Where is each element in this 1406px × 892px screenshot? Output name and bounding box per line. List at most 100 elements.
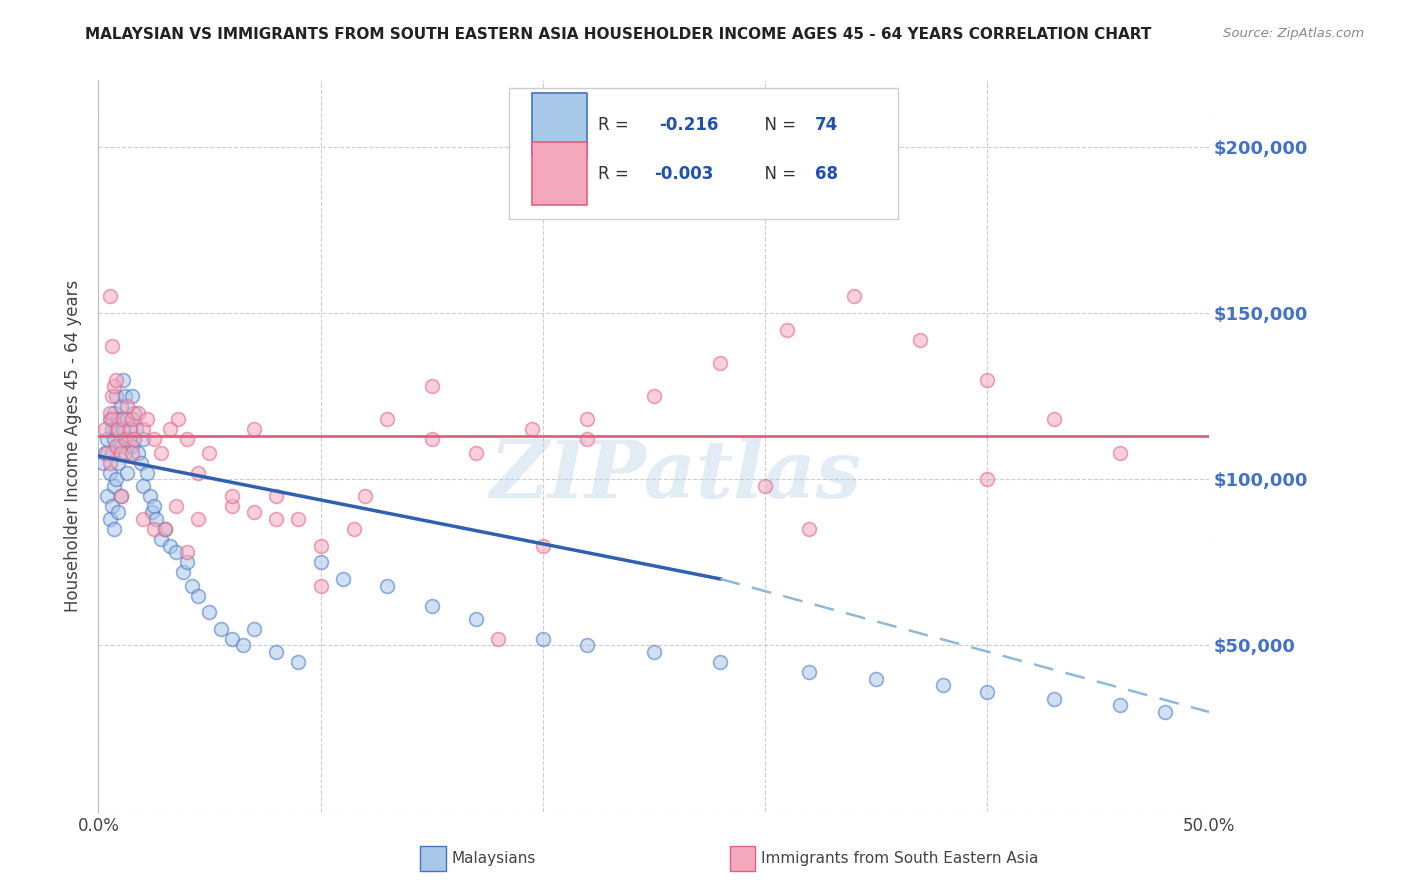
Point [159, 422, 181, 436]
Point [94, 422, 117, 436]
Point [107, 456, 129, 470]
Point [153, 522, 176, 536]
Point [976, 685, 998, 699]
Point [103, 522, 125, 536]
Point [136, 412, 159, 426]
Point [576, 412, 599, 426]
Text: -0.216: -0.216 [659, 116, 718, 134]
Point [343, 522, 366, 536]
Point [198, 605, 221, 619]
Point [127, 406, 149, 420]
Point [264, 645, 287, 659]
Point [1042, 412, 1064, 426]
Point [221, 499, 243, 513]
Point [1042, 691, 1064, 706]
Point [94, 445, 117, 459]
Text: R =: R = [599, 164, 634, 183]
Point [309, 579, 332, 593]
Text: N =: N = [754, 164, 801, 183]
Point [96, 489, 118, 503]
Point [520, 422, 543, 436]
Point [531, 632, 554, 646]
Point [309, 539, 332, 553]
Point [149, 445, 172, 459]
Point [375, 412, 398, 426]
Point [118, 422, 141, 436]
Point [465, 445, 488, 459]
Point [138, 489, 160, 503]
Point [132, 479, 155, 493]
Point [103, 406, 125, 420]
Point [132, 433, 155, 447]
Point [107, 412, 129, 426]
Point [107, 506, 129, 520]
Point [243, 506, 266, 520]
Point [103, 433, 125, 447]
Text: ZIPatlas: ZIPatlas [489, 436, 862, 514]
Point [117, 399, 139, 413]
Point [420, 379, 443, 393]
Point [117, 412, 139, 426]
Point [1109, 698, 1132, 713]
Point [111, 422, 134, 436]
Point [98, 412, 121, 426]
Point [1109, 445, 1132, 459]
Point [159, 539, 181, 553]
Point [98, 289, 121, 303]
Point [531, 539, 554, 553]
Point [576, 639, 599, 653]
Point [643, 389, 665, 403]
Point [122, 406, 145, 420]
Point [103, 479, 125, 493]
Point [105, 372, 128, 386]
Point [114, 445, 136, 459]
Point [931, 678, 953, 692]
Point [176, 555, 198, 569]
Text: Malaysians: Malaysians [451, 851, 536, 866]
Point [107, 422, 129, 436]
Point [180, 579, 202, 593]
Point [143, 499, 166, 513]
Point [167, 412, 190, 426]
Point [132, 512, 155, 526]
Point [111, 412, 134, 426]
Point [122, 433, 145, 447]
Point [110, 439, 132, 453]
Point [754, 479, 776, 493]
Point [111, 372, 134, 386]
Text: 68: 68 [815, 164, 838, 183]
Point [842, 289, 865, 303]
Point [776, 323, 799, 337]
Point [118, 433, 141, 447]
Point [287, 655, 309, 669]
Point [105, 472, 128, 486]
Text: Source: ZipAtlas.com: Source: ZipAtlas.com [1223, 27, 1364, 40]
Point [121, 445, 143, 459]
Point [100, 422, 122, 436]
Text: N =: N = [754, 116, 801, 134]
Point [141, 506, 163, 520]
Point [287, 512, 309, 526]
Text: 74: 74 [815, 116, 838, 134]
Point [127, 445, 149, 459]
Point [799, 522, 821, 536]
Point [121, 389, 143, 403]
Point [145, 512, 167, 526]
Point [121, 439, 143, 453]
Point [98, 456, 121, 470]
Point [375, 579, 398, 593]
Point [486, 632, 509, 646]
Point [420, 599, 443, 613]
Point [910, 333, 932, 347]
Point [187, 466, 209, 480]
Point [976, 372, 998, 386]
Point [143, 522, 166, 536]
Point [136, 466, 159, 480]
Point [209, 622, 232, 636]
Text: -0.003: -0.003 [654, 164, 713, 183]
Point [153, 522, 176, 536]
Y-axis label: Householder Income Ages 45 - 64 years: Householder Income Ages 45 - 64 years [65, 280, 83, 612]
Point [110, 445, 132, 459]
Point [110, 489, 132, 503]
FancyBboxPatch shape [509, 87, 898, 219]
